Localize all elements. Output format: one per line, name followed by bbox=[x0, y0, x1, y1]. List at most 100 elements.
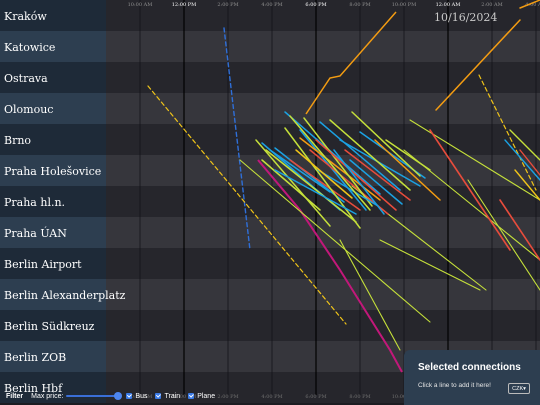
station-row-label-bg bbox=[0, 248, 106, 279]
time-tick-label-bottom: 12:00 PM bbox=[172, 394, 196, 400]
connection-line bbox=[504, 139, 540, 181]
connection-line bbox=[299, 129, 367, 211]
time-tick-label: 6:00 PM bbox=[305, 2, 326, 8]
connection-line bbox=[315, 139, 397, 211]
connection-line bbox=[519, 149, 540, 176]
connection-line bbox=[284, 127, 361, 229]
connection-line bbox=[467, 179, 540, 291]
connection-line bbox=[329, 119, 411, 191]
time-tick-label-bottom: 8:00 PM bbox=[349, 394, 370, 400]
time-tick-label: 10:00 AM bbox=[128, 2, 153, 8]
time-tick-label-bottom: 6:00 PM bbox=[305, 394, 326, 400]
chevron-down-icon: ▾ bbox=[523, 385, 526, 392]
connection-line bbox=[274, 147, 345, 203]
station-label: Berlin Hbf bbox=[4, 382, 63, 395]
max-price-track[interactable] bbox=[66, 395, 119, 397]
connection-line bbox=[374, 139, 441, 201]
plane-toggle[interactable]: Plane bbox=[188, 393, 215, 400]
selected-connections-hint: Click a line to add it here! bbox=[418, 382, 491, 389]
connection-line bbox=[223, 27, 251, 251]
max-price-thumb[interactable] bbox=[114, 392, 123, 400]
connection-line bbox=[289, 115, 371, 211]
station-row-label-bg bbox=[0, 62, 106, 93]
connection-line bbox=[499, 199, 540, 261]
connection-line bbox=[239, 159, 431, 323]
station-row-bg bbox=[106, 0, 540, 31]
max-price-slider[interactable] bbox=[66, 391, 123, 401]
station-row-label-bg bbox=[0, 31, 106, 62]
plane-label: Plane bbox=[197, 392, 216, 400]
time-tick-label-bottom: 2:00 PM bbox=[217, 394, 238, 400]
connection-line bbox=[284, 111, 381, 195]
station-label: Berlin ZOB bbox=[4, 351, 67, 364]
time-tick-label: 8:00 PM bbox=[349, 2, 370, 8]
time-tick-label: 2:00 PM bbox=[217, 2, 238, 8]
bus-label: Bus bbox=[135, 392, 148, 400]
station-row-bg bbox=[106, 31, 540, 62]
connection-line bbox=[305, 11, 397, 115]
train-label: Train bbox=[164, 392, 181, 400]
station-row-bg bbox=[106, 248, 540, 279]
train-toggle[interactable]: Train bbox=[155, 393, 180, 400]
station-row-label-bg bbox=[0, 186, 106, 217]
time-tick-label: 4:00 AM bbox=[525, 2, 540, 8]
station-label: Berlin Alexanderplatz bbox=[4, 289, 126, 302]
station-row-bg bbox=[106, 124, 540, 155]
connection-line bbox=[257, 159, 403, 373]
selected-connections-title: Selected connections bbox=[418, 362, 521, 373]
plane-checkbox[interactable] bbox=[188, 393, 195, 399]
station-row-label-bg bbox=[0, 310, 106, 341]
selected-connections-panel: Selected connections Click a line to add… bbox=[404, 350, 540, 405]
currency-select[interactable]: CZK ▾ bbox=[508, 383, 530, 394]
station-label: Berlin Airport bbox=[4, 258, 82, 271]
time-tick-label: 12:00 PM bbox=[172, 2, 196, 8]
currency-value: CZK bbox=[512, 385, 524, 392]
time-tick-label: 12:00 AM bbox=[436, 2, 461, 8]
bus-toggle[interactable]: Bus bbox=[126, 393, 147, 400]
station-label: Ostrava bbox=[4, 72, 48, 85]
connection-line bbox=[289, 159, 361, 211]
connection-line bbox=[255, 139, 331, 227]
station-row-label-bg bbox=[0, 93, 106, 124]
connection-line bbox=[379, 239, 481, 291]
station-row-label-bg bbox=[0, 372, 106, 403]
station-row-bg bbox=[106, 310, 540, 341]
time-tick-label-bottom: 4:00 PM bbox=[261, 394, 282, 400]
connection-line bbox=[265, 149, 357, 223]
connection-line bbox=[514, 169, 540, 201]
station-row-label-bg bbox=[0, 0, 106, 31]
station-label: Praha Holešovice bbox=[4, 165, 102, 178]
filter-title: Filter bbox=[6, 392, 24, 400]
connection-line bbox=[349, 159, 403, 205]
connection-line bbox=[339, 239, 401, 351]
station-row-label-bg bbox=[0, 124, 106, 155]
connection-line bbox=[519, 0, 540, 9]
connection-line bbox=[147, 85, 347, 325]
connection-line bbox=[385, 139, 431, 171]
station-label: Olomouc bbox=[4, 103, 54, 116]
station-row-label-bg bbox=[0, 217, 106, 248]
connection-line bbox=[429, 129, 511, 251]
connection-line bbox=[435, 19, 521, 111]
bus-checkbox[interactable] bbox=[126, 393, 133, 399]
connection-line bbox=[319, 121, 401, 191]
station-row-label-bg bbox=[0, 341, 106, 372]
station-row-bg bbox=[106, 93, 540, 124]
station-label: Praha hl.n. bbox=[4, 196, 66, 209]
filter-bar: Filter Max price: Bus Train Plane bbox=[0, 387, 400, 405]
station-row-label-bg bbox=[0, 155, 106, 186]
time-tick-label: 10:00 PM bbox=[392, 2, 416, 8]
connection-line bbox=[295, 149, 353, 199]
connection-line bbox=[317, 169, 379, 207]
connection-line bbox=[478, 74, 537, 191]
connection-line bbox=[509, 129, 540, 161]
connection-line bbox=[333, 149, 385, 215]
train-checkbox[interactable] bbox=[155, 393, 162, 399]
station-label: Praha ÚAN bbox=[4, 227, 67, 240]
connection-line bbox=[351, 111, 421, 177]
connection-line bbox=[269, 149, 331, 193]
connection-line bbox=[261, 159, 321, 211]
station-label: Kraków bbox=[4, 10, 47, 23]
